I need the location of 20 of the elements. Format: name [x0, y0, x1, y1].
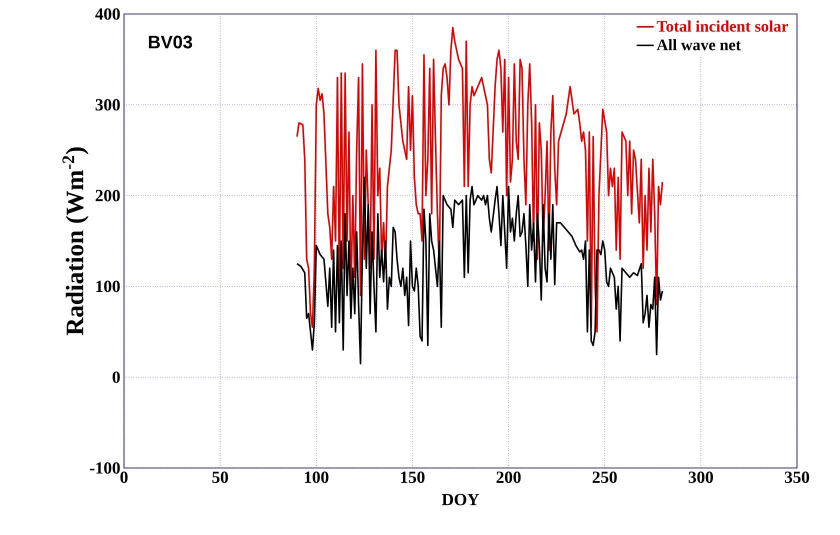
x-axis-title: DOY — [442, 494, 480, 506]
y-tick-label: 100 — [96, 280, 120, 292]
y-tick-label: 200 — [96, 190, 120, 202]
line-series — [296, 176, 664, 364]
y-axis-title: Radiation (Wm$^{-2}$) — [62, 147, 88, 336]
legend-label: All wave net — [656, 39, 741, 50]
x-tick-label: 250 — [592, 472, 617, 483]
annotation: BV03 — [148, 36, 192, 48]
x-tick-label: 200 — [496, 472, 521, 483]
y-tick-label: 400 — [95, 8, 120, 20]
x-tick-label: 100 — [304, 472, 328, 483]
y-tick-label: -100 — [90, 462, 120, 474]
x-tick-label: 150 — [401, 472, 425, 483]
y-tick-label: 0 — [112, 371, 120, 383]
x-tick-label: 350 — [784, 472, 810, 483]
y-tick-label: 300 — [96, 99, 120, 111]
x-tick-label: 0 — [120, 472, 128, 483]
x-tick-label: 300 — [688, 472, 713, 483]
x-tick-label: 50 — [212, 472, 228, 483]
legend-label: Total incident solar — [656, 20, 788, 32]
